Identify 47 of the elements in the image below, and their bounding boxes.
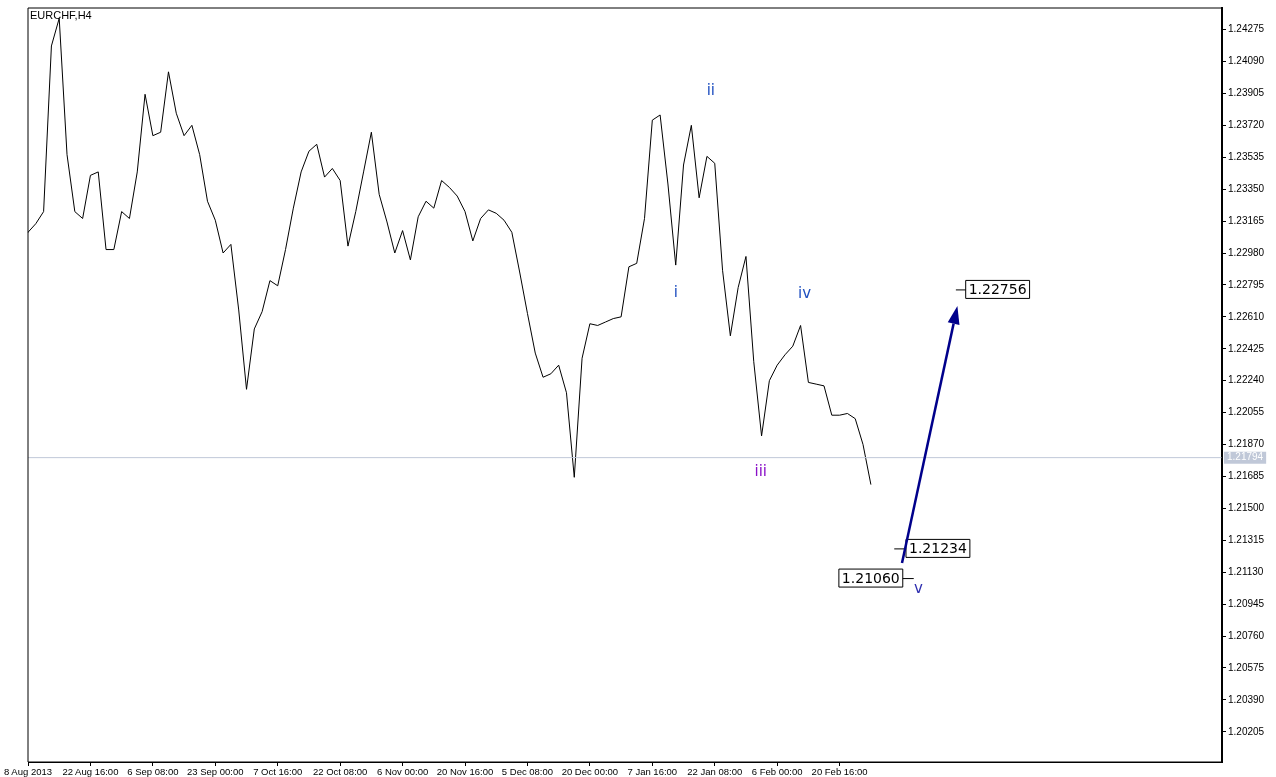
y-tick-label: 1.23905 — [1228, 87, 1265, 99]
x-tick-label: 5 Dec 08:00 — [501, 766, 554, 777]
x-tick-label: 7 Oct 16:00 — [253, 766, 303, 777]
y-tick-label: 1.22055 — [1228, 406, 1265, 418]
annotation: ii — [706, 80, 716, 99]
x-tick-label: 20 Feb 16:00 — [811, 766, 868, 777]
y-tick-label: 1.20760 — [1228, 629, 1265, 641]
y-tick-label: 1.22795 — [1228, 278, 1265, 290]
y-tick-label: 1.20390 — [1228, 693, 1265, 705]
y-tick-label: 1.24090 — [1228, 55, 1265, 67]
x-tick-label: 8 Aug 2013 — [3, 766, 53, 777]
x-tick-label: 6 Sep 08:00 — [127, 766, 179, 777]
y-tick-label: 1.21870 — [1228, 438, 1265, 450]
y-tick-label: 1.20205 — [1228, 725, 1265, 737]
x-tick-label: 23 Sep 00:00 — [187, 766, 244, 777]
y-tick-label: 1.22425 — [1228, 342, 1265, 354]
annotation: 1.21060 — [841, 569, 900, 586]
y-tick-label: 1.20945 — [1228, 597, 1265, 609]
y-tick-label: 1.21685 — [1228, 470, 1265, 482]
annotation: iii — [754, 462, 768, 481]
y-tick-label: 1.21315 — [1228, 534, 1265, 546]
annotation: 1.22756 — [968, 281, 1027, 298]
x-tick-label: 22 Aug 16:00 — [62, 766, 119, 777]
y-tick-label: 1.20575 — [1228, 661, 1265, 673]
y-tick-label: 1.23535 — [1228, 151, 1265, 162]
y-tick-label: 1.23350 — [1228, 182, 1265, 194]
chart-title: EURCHF,H4 — [30, 8, 92, 21]
x-tick-label: 22 Jan 08:00 — [687, 766, 743, 777]
x-tick-label: 20 Nov 16:00 — [436, 766, 494, 777]
annotation: v — [913, 579, 923, 598]
ref-line-label: 1.21794 — [1227, 451, 1264, 463]
y-tick-label: 1.23720 — [1228, 119, 1265, 131]
y-tick-label: 1.22240 — [1228, 374, 1265, 386]
annotation: 1.21234 — [908, 540, 967, 557]
y-tick-label: 1.22980 — [1228, 246, 1265, 258]
y-tick-label: 1.22610 — [1228, 310, 1265, 322]
y-tick-label: 1.21500 — [1228, 502, 1265, 514]
annotation: i — [673, 282, 678, 301]
x-tick-label: 20 Dec 00:00 — [561, 766, 619, 777]
y-tick-label: 1.21130 — [1228, 565, 1264, 577]
x-tick-label: 6 Nov 00:00 — [376, 766, 429, 777]
x-tick-label: 7 Jan 16:00 — [627, 766, 678, 777]
x-tick-label: 22 Oct 08:00 — [312, 766, 368, 777]
annotation: iv — [797, 284, 812, 303]
x-tick-label: 6 Feb 00:00 — [751, 766, 803, 777]
y-tick-label: 1.24275 — [1228, 23, 1265, 35]
y-tick-label: 1.23165 — [1228, 214, 1265, 226]
